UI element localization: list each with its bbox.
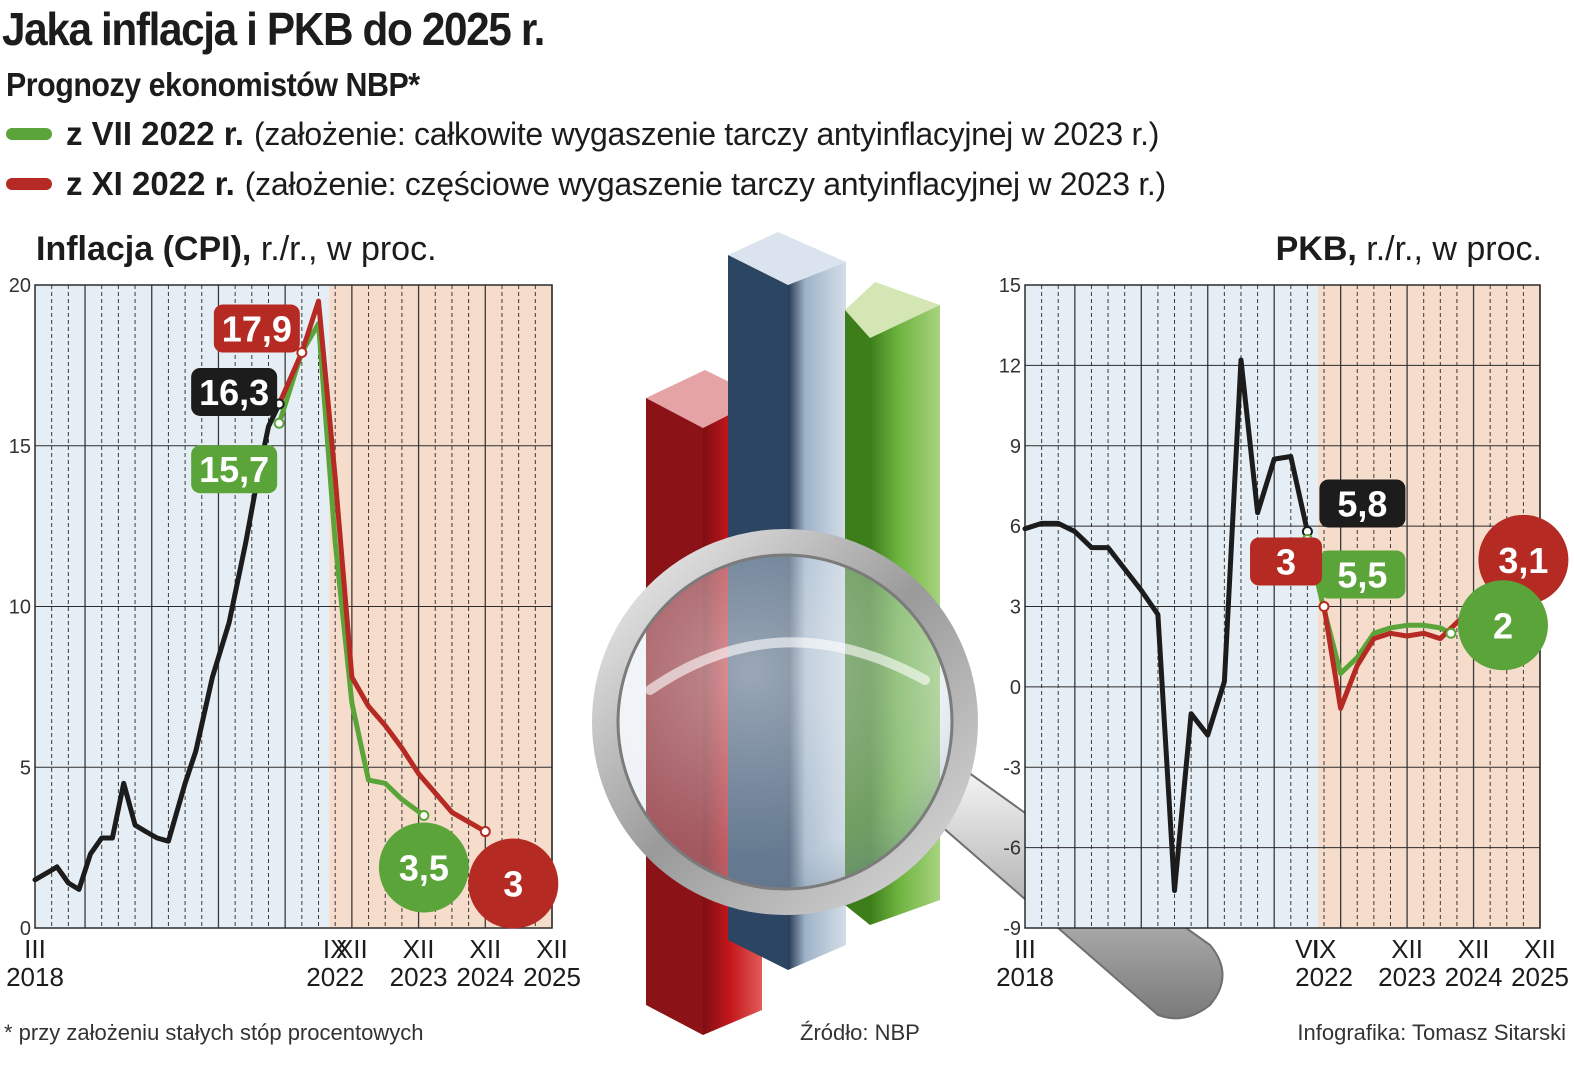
x-tick-month: XII <box>1391 934 1423 964</box>
data-label: 2 <box>1493 605 1513 646</box>
data-label-box <box>191 367 278 416</box>
source-note: Źródło: NBP <box>800 1020 920 1045</box>
data-point-marker <box>1318 601 1330 612</box>
x-tick-year: 2023 <box>390 962 448 992</box>
cpi-title-bold: Inflacja (CPI), <box>36 230 252 268</box>
x-tick-year: 2024 <box>1445 962 1503 992</box>
data-label: 5,5 <box>1337 555 1387 596</box>
y-tick-label: 15 <box>999 275 1021 297</box>
cpi-panel-title: Inflacja (CPI), r./r., w proc. <box>36 230 437 269</box>
legend-swatch-red <box>6 178 52 190</box>
series-line <box>32 401 282 892</box>
plot-frame <box>34 284 553 929</box>
y-tick-label: 6 <box>1010 516 1021 538</box>
data-label-box <box>213 304 300 353</box>
y-tick-label: 0 <box>1010 677 1021 699</box>
data-label: 17,9 <box>222 309 292 350</box>
y-tick-label: 10 <box>9 597 31 619</box>
legend-swatch-green <box>6 128 52 140</box>
data-label: 3,5 <box>399 847 449 888</box>
data-label: 3 <box>503 864 523 905</box>
y-tick-label: -9 <box>1003 918 1021 940</box>
data-label-box <box>1319 550 1406 599</box>
legend-label: z VII 2022 r. <box>66 115 244 152</box>
x-tick-month: VI <box>1295 934 1320 964</box>
x-tick-month: IX <box>323 934 348 964</box>
legend-note: (założenie: częściowe wygaszenie tarczy … <box>244 165 1166 202</box>
y-tick-label: -6 <box>1003 838 1021 860</box>
x-tick-year: 2018 <box>6 962 64 992</box>
y-tick-label: -3 <box>1003 757 1021 779</box>
data-label: 15,7 <box>199 449 269 490</box>
data-label-circle <box>378 822 469 913</box>
data-label-box <box>1250 537 1323 586</box>
data-label: 5,8 <box>1337 483 1387 524</box>
x-tick-year: 2018 <box>996 962 1054 992</box>
chart-subtitle: Prognozy ekonomistów NBP* <box>6 66 420 103</box>
x-tick-year: 2025 <box>1511 962 1569 992</box>
x-tick-month: XII <box>1524 934 1556 964</box>
x-tick-month: XII <box>469 934 501 964</box>
legend-label: z XI 2022 r. <box>66 165 235 202</box>
legend-note: (założenie: całkowite wygaszenie tarczy … <box>253 115 1160 152</box>
data-label-circle <box>1457 580 1548 671</box>
chart-title: Jaka inflacja i PKB do 2025 r. <box>2 3 545 55</box>
x-tick-year: 2022 <box>1295 962 1353 992</box>
y-tick-label: 5 <box>20 757 31 779</box>
data-point-marker <box>296 347 308 359</box>
gdp-panel-title: PKB, r./r., w proc. <box>1276 230 1542 269</box>
gdp-title-unit: r./r., w proc. <box>1356 230 1542 268</box>
x-tick-month: III <box>24 934 46 964</box>
x-tick-year: 2023 <box>1378 962 1436 992</box>
data-point-marker <box>273 417 285 429</box>
y-tick-label: 15 <box>9 436 31 458</box>
y-tick-label: 3 <box>1010 597 1021 619</box>
data-point-marker <box>479 826 491 838</box>
data-label-box <box>1319 479 1406 528</box>
footnote: * przy założeniu stałych stóp procentowy… <box>4 1020 424 1045</box>
x-tick-month: XII <box>336 934 368 964</box>
x-tick-month: XII <box>536 934 568 964</box>
x-tick-month: XII <box>1458 934 1490 964</box>
x-tick-year: 2025 <box>523 962 581 992</box>
data-label: 3 <box>1276 542 1296 583</box>
data-label-box <box>191 445 278 494</box>
data-point-marker <box>418 809 430 821</box>
data-label: 3,1 <box>1498 540 1548 581</box>
series-line <box>276 298 488 834</box>
gdp-title-bold: PKB, <box>1275 230 1357 268</box>
x-tick-month: III <box>1014 934 1036 964</box>
y-tick-label: 20 <box>9 275 31 297</box>
y-tick-label: 9 <box>1010 436 1021 458</box>
data-point-marker <box>1445 627 1457 639</box>
x-tick-month: IX <box>1312 934 1337 964</box>
y-tick-label: 12 <box>999 355 1021 377</box>
data-label-circle <box>468 838 559 929</box>
series-line <box>1304 537 1454 676</box>
legend-item-xi-2022: z XI 2022 r. (założenie: częściowe wygas… <box>6 162 1166 206</box>
x-tick-month: XII <box>403 934 435 964</box>
data-label: 16,3 <box>199 372 269 413</box>
gdp-chart: -9-6-303691215III2018VIIX2022XII2023XII2… <box>996 275 1569 992</box>
credit-note: Infografika: Tomasz Sitarski <box>1297 1020 1566 1045</box>
x-tick-year: 2024 <box>456 962 514 992</box>
x-tick-year: 2022 <box>306 962 364 992</box>
legend-item-vii-2022: z VII 2022 r. (założenie: całkowite wyga… <box>6 112 1159 156</box>
cpi-title-unit: r./r., w proc. <box>251 230 437 268</box>
series-line <box>1022 357 1310 893</box>
y-tick-label: 0 <box>20 918 31 940</box>
